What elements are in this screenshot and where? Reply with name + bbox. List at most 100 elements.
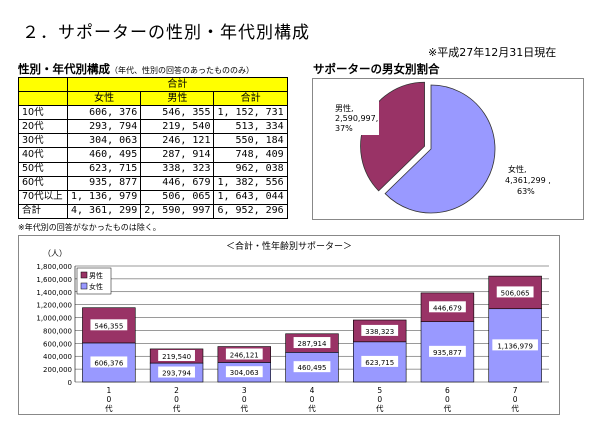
cell-total: 513, 334: [213, 119, 288, 135]
bar-label-female: 1,136,979: [497, 342, 533, 350]
age-gender-table: 合計 女性 男性 合計 10代 606, 376 546, 355 1, 152, 7…: [18, 76, 288, 219]
pie-chart-frame: 男性, 2,590,997, 37% 女性, 4,361,299 , 63%: [312, 78, 584, 220]
x-tick-label: 0: [377, 395, 382, 404]
cell-female: 1, 136, 979: [66, 189, 142, 205]
x-tick-label: 0: [174, 395, 179, 404]
pie-label-female: 女性, 4,361,299 , 63%: [503, 161, 555, 199]
bar-label-male: 446,679: [433, 304, 462, 312]
table-total-row: 合計 4, 361, 299 2, 590, 997 6, 952, 296: [18, 203, 288, 219]
table-row: 60代 935, 877 446, 679 1, 382, 556: [18, 175, 288, 191]
table-row: 20代 293, 794 219, 540 513, 334: [18, 119, 288, 135]
x-tick-label: 6: [445, 386, 450, 395]
x-tick-label: 代: [308, 403, 316, 413]
x-tick-label: 代: [444, 403, 452, 413]
bar-label-box: [293, 337, 331, 349]
x-tick-label: 2: [174, 386, 179, 395]
table-row: 40代 460, 495 287, 914 748, 409: [18, 147, 288, 163]
cell-male: 338, 323: [140, 161, 215, 177]
pie-label-box: [333, 101, 379, 135]
pie-chart: 男性,2,590,997,37% 女性, 4,361,299 , 63%: [333, 81, 555, 214]
cell-total: 1, 152, 731: [213, 105, 288, 121]
row-label: 50代: [18, 161, 68, 177]
row-label: 60代: [18, 175, 68, 191]
x-tick-label: 代: [376, 403, 384, 413]
table-row: 30代 304, 063 246, 121 550, 184: [18, 133, 288, 149]
bar-label-male: 219,540: [162, 353, 191, 361]
y-tick-label: 200,000: [43, 366, 72, 374]
pie-title: サポーターの男女別割合: [313, 62, 440, 76]
bar-label-male: 246,121: [230, 351, 259, 359]
x-tick-label: 0: [242, 395, 247, 404]
bar-label-box: [90, 356, 128, 368]
x-tick-label: 0: [445, 395, 450, 404]
table-column-header-row: 女性 男性 合計: [18, 91, 288, 107]
bar-label-female: 623,715: [365, 359, 394, 367]
legend-label-male: 男性: [89, 271, 103, 280]
x-tick-label: 代: [241, 403, 249, 413]
cell-female: 606, 376: [66, 105, 142, 121]
table-corner-cell: [18, 91, 68, 107]
cell-male: 2, 590, 997: [140, 203, 215, 219]
bar-label-box: [293, 361, 331, 373]
y-tick-label: 1,000,000: [36, 315, 72, 323]
bar-chart-title: ＜合計・性年齢別サポーター＞: [226, 240, 352, 252]
cell-female: 935, 877: [66, 175, 142, 191]
bar-label-box: [158, 349, 195, 361]
cell-male: 287, 914: [140, 147, 215, 163]
cell-total: 1, 382, 556: [213, 175, 288, 191]
row-label: 合計: [18, 203, 68, 219]
table-subtitle: （年代、性別の回答のあったもののみ）: [110, 66, 254, 75]
cell-total: 962, 038: [213, 161, 288, 177]
pie-label-male: 男性,2,590,997,37%: [333, 101, 379, 135]
cell-female: 4, 361, 299: [66, 203, 142, 219]
x-tick-label: 0: [513, 395, 518, 404]
cell-female: 623, 715: [66, 161, 142, 177]
bar-label-box: [492, 339, 538, 351]
table-header-female: 女性: [66, 91, 142, 107]
table-title-text: 性別・年代別構成: [18, 62, 110, 76]
cell-male: 446, 679: [140, 175, 215, 191]
x-tick-label: 代: [105, 403, 113, 413]
y-axis-unit: （人）: [43, 249, 67, 258]
stacked-bar-chart: ＜合計・性年齢別サポーター＞ （人） 0 200,000 400,000 600,000 8…: [36, 240, 549, 421]
bar-label-box: [496, 286, 534, 298]
pie-label-percent: 63%: [517, 187, 535, 196]
y-tick-label: 800,000: [43, 327, 72, 335]
bar-chart-frame: ＜合計・性年齢別サポーター＞ （人） 0 200,000 400,000 600,000 8…: [18, 235, 560, 421]
row-label: 70代以上: [18, 189, 68, 205]
pie-label-percent: 37%: [335, 124, 353, 133]
cell-total: 550, 184: [213, 133, 288, 149]
y-tick-label: 1,200,000: [36, 302, 72, 310]
pie-label-name: 男性,: [335, 103, 354, 113]
x-tick-label: 代: [173, 403, 181, 413]
bar-label-male: 287,914: [298, 340, 327, 348]
pie-label-box: [503, 161, 555, 199]
cell-total: 6, 952, 296: [213, 203, 288, 219]
bar-label-female: 935,877: [433, 349, 462, 357]
bar-label-female: 293,794: [162, 370, 191, 378]
bar-label-box: [225, 348, 263, 360]
x-tick-label: 0: [310, 395, 315, 404]
y-tick-label: 600,000: [43, 340, 72, 348]
bar-label-male: 506,065: [501, 289, 530, 297]
cell-male: 219, 540: [140, 119, 215, 135]
table-header-male: 男性: [140, 91, 215, 107]
legend-swatch-female: [80, 282, 88, 290]
table-row: 70代以上 1, 136, 979 506, 065 1, 643, 044: [18, 189, 288, 205]
page-title: ２．サポーターの性別・年代別構成: [22, 23, 310, 43]
cell-female: 304, 063: [66, 133, 142, 149]
x-tick-label: 代: [511, 403, 519, 413]
table-note: ※年代別の回答がなかったものは除く。: [18, 223, 161, 232]
y-tick-label: 400,000: [43, 353, 72, 361]
table-row: 50代 623, 715 338, 323 962, 038: [18, 161, 288, 177]
cell-total: 1, 643, 044: [213, 189, 288, 205]
bar-label-female: 460,495: [298, 364, 327, 372]
table-group-header: 合計: [67, 76, 288, 93]
pie-label-value: 2,590,997,: [335, 114, 378, 123]
bar-label-box: [90, 319, 128, 331]
row-label: 30代: [18, 133, 68, 149]
table-row: 10代 606, 376 546, 355 1, 152, 731: [18, 105, 288, 121]
pie-label-name: 女性,: [508, 164, 527, 174]
y-tick-label: 1,600,000: [36, 276, 72, 284]
